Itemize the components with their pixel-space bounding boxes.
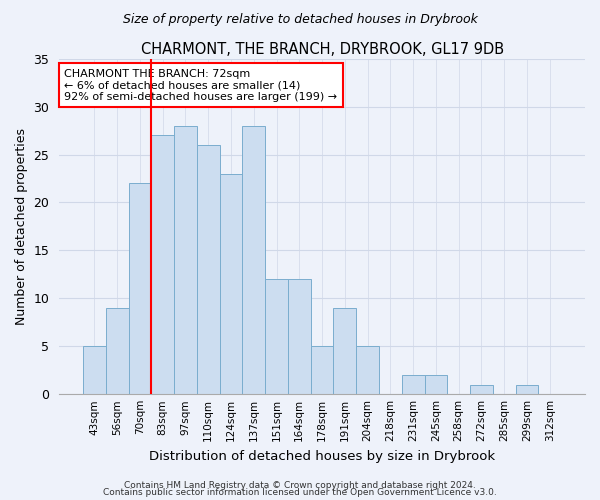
- Text: Contains public sector information licensed under the Open Government Licence v3: Contains public sector information licen…: [103, 488, 497, 497]
- Bar: [128, 184, 151, 394]
- Text: CHARMONT THE BRANCH: 72sqm
← 6% of detached houses are smaller (14)
92% of semi-: CHARMONT THE BRANCH: 72sqm ← 6% of detac…: [64, 68, 338, 102]
- Bar: [356, 346, 379, 394]
- X-axis label: Distribution of detached houses by size in Drybrook: Distribution of detached houses by size …: [149, 450, 495, 462]
- Bar: [174, 126, 197, 394]
- Bar: [83, 346, 106, 394]
- Title: CHARMONT, THE BRANCH, DRYBROOK, GL17 9DB: CHARMONT, THE BRANCH, DRYBROOK, GL17 9DB: [140, 42, 503, 58]
- Y-axis label: Number of detached properties: Number of detached properties: [15, 128, 28, 325]
- Bar: [151, 136, 174, 394]
- Bar: [106, 308, 128, 394]
- Text: Contains HM Land Registry data © Crown copyright and database right 2024.: Contains HM Land Registry data © Crown c…: [124, 480, 476, 490]
- Bar: [470, 384, 493, 394]
- Bar: [220, 174, 242, 394]
- Bar: [334, 308, 356, 394]
- Bar: [197, 145, 220, 394]
- Bar: [402, 375, 425, 394]
- Bar: [425, 375, 447, 394]
- Bar: [242, 126, 265, 394]
- Text: Size of property relative to detached houses in Drybrook: Size of property relative to detached ho…: [122, 12, 478, 26]
- Bar: [311, 346, 334, 394]
- Bar: [288, 279, 311, 394]
- Bar: [265, 279, 288, 394]
- Bar: [515, 384, 538, 394]
